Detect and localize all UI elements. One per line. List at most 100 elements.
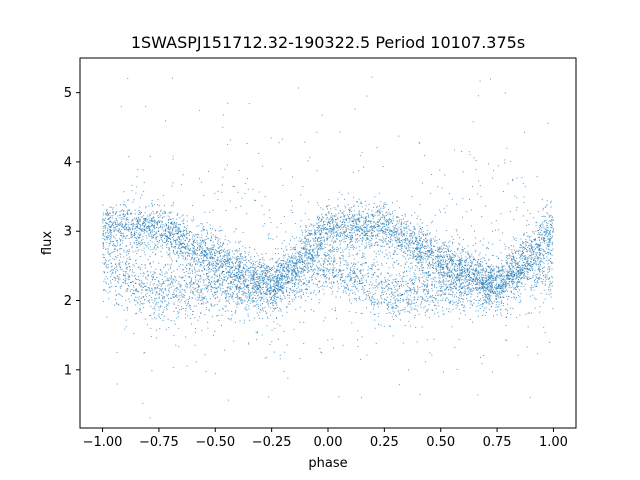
data-point	[156, 244, 158, 246]
data-point	[501, 266, 503, 268]
data-point	[293, 255, 295, 257]
data-point	[150, 289, 152, 291]
data-point	[528, 278, 530, 280]
data-point	[234, 274, 236, 276]
data-point	[131, 269, 133, 271]
data-point	[547, 244, 549, 246]
data-point	[151, 275, 153, 277]
data-point	[106, 208, 108, 210]
data-point	[229, 259, 231, 261]
data-point	[541, 253, 543, 255]
data-point	[180, 248, 182, 250]
data-point	[107, 227, 109, 229]
data-point	[392, 253, 394, 255]
data-point	[483, 354, 485, 356]
data-point	[400, 223, 402, 225]
data-point	[360, 272, 362, 274]
data-point	[426, 276, 428, 278]
data-point	[212, 268, 214, 270]
data-point	[280, 289, 282, 291]
data-point	[535, 221, 537, 223]
data-point	[238, 303, 240, 305]
data-point	[292, 253, 294, 255]
data-point	[408, 246, 410, 248]
data-point	[181, 269, 183, 271]
data-point	[169, 247, 171, 249]
data-point	[482, 291, 484, 293]
data-point	[429, 267, 431, 269]
data-point	[424, 288, 426, 290]
data-point	[151, 218, 153, 220]
data-point	[219, 299, 221, 301]
data-point	[218, 287, 220, 289]
data-point	[109, 212, 111, 214]
data-point	[129, 209, 131, 211]
data-point	[141, 239, 143, 241]
data-point	[543, 232, 545, 234]
data-point	[310, 269, 312, 271]
data-point	[353, 196, 355, 198]
data-point	[414, 281, 416, 283]
data-point	[483, 293, 485, 295]
data-point	[139, 241, 141, 243]
data-point	[442, 242, 444, 244]
data-point	[213, 274, 215, 276]
data-point	[124, 271, 126, 273]
data-point	[270, 285, 272, 287]
data-point	[414, 279, 416, 281]
data-point	[109, 290, 111, 292]
data-point	[117, 222, 119, 224]
data-point	[153, 277, 155, 279]
data-point	[381, 298, 383, 300]
data-point	[355, 225, 357, 227]
data-point	[283, 276, 285, 278]
data-point	[232, 298, 234, 300]
data-point	[181, 230, 183, 232]
data-point	[340, 252, 342, 254]
data-point	[206, 269, 208, 271]
data-point	[240, 240, 242, 242]
data-point	[524, 283, 526, 285]
data-point	[552, 231, 554, 233]
data-point	[310, 266, 312, 268]
data-point	[211, 235, 213, 237]
data-point	[232, 294, 234, 296]
data-point	[201, 329, 203, 331]
data-point	[474, 268, 476, 270]
data-point	[324, 317, 326, 319]
data-point	[353, 270, 355, 272]
data-point	[229, 287, 231, 289]
data-point	[223, 279, 225, 281]
data-point	[183, 231, 185, 233]
data-point	[410, 306, 412, 308]
data-point	[523, 251, 525, 253]
data-point	[267, 276, 269, 278]
data-point	[319, 240, 321, 242]
data-point	[298, 296, 300, 298]
data-point	[529, 243, 531, 245]
data-point	[277, 289, 279, 291]
data-point	[400, 240, 402, 242]
data-point	[450, 289, 452, 291]
data-point	[194, 253, 196, 255]
data-point	[135, 237, 137, 239]
data-point	[207, 289, 209, 291]
data-point	[196, 270, 198, 272]
data-point	[489, 297, 491, 299]
data-point	[179, 243, 181, 245]
data-point	[523, 234, 525, 236]
data-point	[489, 276, 491, 278]
data-point	[467, 253, 469, 255]
data-point	[244, 268, 246, 270]
data-point	[257, 292, 259, 294]
data-point	[473, 258, 475, 260]
data-point	[520, 269, 522, 271]
data-point	[175, 290, 177, 292]
data-point	[529, 248, 531, 250]
data-point	[108, 217, 110, 219]
data-point	[149, 263, 151, 265]
data-point	[210, 268, 212, 270]
data-point	[182, 296, 184, 298]
data-point	[498, 229, 500, 231]
data-point	[322, 270, 324, 272]
